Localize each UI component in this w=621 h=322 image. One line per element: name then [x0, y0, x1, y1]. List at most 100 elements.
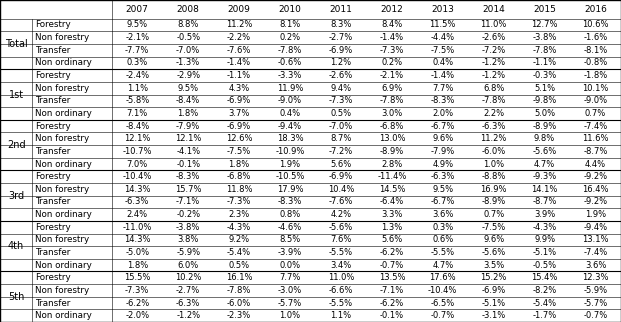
Text: -10.5%: -10.5%	[275, 172, 305, 181]
Text: 17.6%: 17.6%	[430, 273, 456, 282]
Text: -6.0%: -6.0%	[227, 298, 252, 308]
Text: 12.3%: 12.3%	[582, 273, 609, 282]
Text: 3.8%: 3.8%	[178, 235, 199, 244]
Text: 4.9%: 4.9%	[432, 159, 453, 168]
Text: -7.8%: -7.8%	[532, 46, 557, 55]
Text: 7.7%: 7.7%	[279, 273, 301, 282]
Text: 7.1%: 7.1%	[127, 109, 148, 118]
Text: -6.8%: -6.8%	[227, 172, 252, 181]
Text: 4.7%: 4.7%	[534, 159, 555, 168]
Text: 11.8%: 11.8%	[226, 185, 252, 194]
Text: 14.5%: 14.5%	[379, 185, 405, 194]
Text: 3rd: 3rd	[8, 191, 24, 201]
Text: 1.1%: 1.1%	[330, 311, 351, 320]
Text: 2013: 2013	[432, 5, 454, 14]
Text: 11.5%: 11.5%	[430, 21, 456, 30]
Text: -7.6%: -7.6%	[227, 46, 252, 55]
Text: 10.4%: 10.4%	[328, 185, 354, 194]
Text: 3.3%: 3.3%	[381, 210, 402, 219]
Text: -0.7%: -0.7%	[379, 260, 404, 270]
Text: -8.3%: -8.3%	[176, 172, 201, 181]
Text: 14.3%: 14.3%	[124, 185, 150, 194]
Text: 7.7%: 7.7%	[432, 84, 453, 93]
Text: -4.6%: -4.6%	[278, 223, 302, 232]
Text: -6.6%: -6.6%	[329, 286, 353, 295]
Text: -7.1%: -7.1%	[176, 197, 201, 206]
Text: -4.3%: -4.3%	[532, 223, 557, 232]
Text: 4.3%: 4.3%	[229, 84, 250, 93]
Text: -6.5%: -6.5%	[430, 298, 455, 308]
Text: -6.2%: -6.2%	[379, 248, 404, 257]
Text: 0.0%: 0.0%	[279, 260, 301, 270]
Text: -3.3%: -3.3%	[278, 71, 302, 80]
Text: 3.5%: 3.5%	[483, 260, 504, 270]
Text: -5.6%: -5.6%	[481, 248, 506, 257]
Text: -7.5%: -7.5%	[481, 223, 506, 232]
Text: 9.4%: 9.4%	[330, 84, 351, 93]
Text: 16.9%: 16.9%	[481, 185, 507, 194]
Text: -5.1%: -5.1%	[482, 298, 505, 308]
Text: -1.2%: -1.2%	[482, 71, 505, 80]
Text: 2010: 2010	[279, 5, 301, 14]
Text: -2.1%: -2.1%	[125, 33, 149, 42]
Text: 3.6%: 3.6%	[585, 260, 606, 270]
Text: 2nd: 2nd	[7, 140, 25, 150]
Text: -7.6%: -7.6%	[329, 197, 353, 206]
Text: Non ordinary: Non ordinary	[35, 58, 92, 67]
Text: -5.8%: -5.8%	[125, 96, 150, 105]
Text: Transfer: Transfer	[35, 96, 71, 105]
Text: -6.9%: -6.9%	[481, 286, 506, 295]
Text: 0.4%: 0.4%	[432, 58, 453, 67]
Text: -1.4%: -1.4%	[431, 71, 455, 80]
Text: -7.8%: -7.8%	[379, 96, 404, 105]
Text: Non ordinary: Non ordinary	[35, 311, 92, 320]
Text: 16.4%: 16.4%	[582, 185, 609, 194]
Text: Forestry: Forestry	[35, 122, 71, 131]
Text: -8.3%: -8.3%	[278, 197, 302, 206]
Text: 12.7%: 12.7%	[532, 21, 558, 30]
Text: 1.0%: 1.0%	[483, 159, 504, 168]
Text: 5.1%: 5.1%	[534, 84, 555, 93]
Text: -1.6%: -1.6%	[583, 33, 608, 42]
Text: 0.7%: 0.7%	[483, 210, 504, 219]
Text: Transfer: Transfer	[35, 248, 71, 257]
Text: 9.6%: 9.6%	[432, 134, 453, 143]
Text: 8.3%: 8.3%	[330, 21, 351, 30]
Text: 10.1%: 10.1%	[582, 84, 609, 93]
Text: -4.4%: -4.4%	[431, 33, 455, 42]
Text: 0.7%: 0.7%	[585, 109, 606, 118]
Text: 1st: 1st	[9, 90, 24, 99]
Text: 7.0%: 7.0%	[127, 159, 148, 168]
Text: -9.4%: -9.4%	[584, 223, 607, 232]
Text: 12.1%: 12.1%	[124, 134, 150, 143]
Text: -7.0%: -7.0%	[176, 46, 201, 55]
Text: 5.0%: 5.0%	[534, 109, 555, 118]
Text: 4.7%: 4.7%	[432, 260, 453, 270]
Text: -1.3%: -1.3%	[176, 58, 201, 67]
Text: 3.4%: 3.4%	[330, 260, 351, 270]
Text: -1.1%: -1.1%	[227, 71, 251, 80]
Text: Forestry: Forestry	[35, 21, 71, 30]
Text: -8.9%: -8.9%	[532, 122, 557, 131]
Text: 9.5%: 9.5%	[432, 185, 453, 194]
Text: -2.2%: -2.2%	[227, 33, 251, 42]
Text: -5.7%: -5.7%	[278, 298, 302, 308]
Text: -0.7%: -0.7%	[583, 311, 608, 320]
Text: -10.4%: -10.4%	[122, 172, 152, 181]
Text: 10.6%: 10.6%	[582, 21, 609, 30]
Text: -8.1%: -8.1%	[583, 46, 608, 55]
Text: 6.9%: 6.9%	[381, 84, 402, 93]
Text: 14.1%: 14.1%	[532, 185, 558, 194]
Text: -8.9%: -8.9%	[379, 147, 404, 156]
Text: -11.0%: -11.0%	[122, 223, 152, 232]
Text: 13.0%: 13.0%	[379, 134, 405, 143]
Text: 11.0%: 11.0%	[481, 21, 507, 30]
Text: -7.3%: -7.3%	[125, 286, 150, 295]
Text: -1.8%: -1.8%	[583, 71, 608, 80]
Text: Transfer: Transfer	[35, 197, 71, 206]
Text: 9.6%: 9.6%	[483, 235, 504, 244]
Text: -6.2%: -6.2%	[379, 298, 404, 308]
Text: -2.7%: -2.7%	[329, 33, 353, 42]
Text: -9.2%: -9.2%	[584, 172, 607, 181]
Text: -2.1%: -2.1%	[380, 71, 404, 80]
